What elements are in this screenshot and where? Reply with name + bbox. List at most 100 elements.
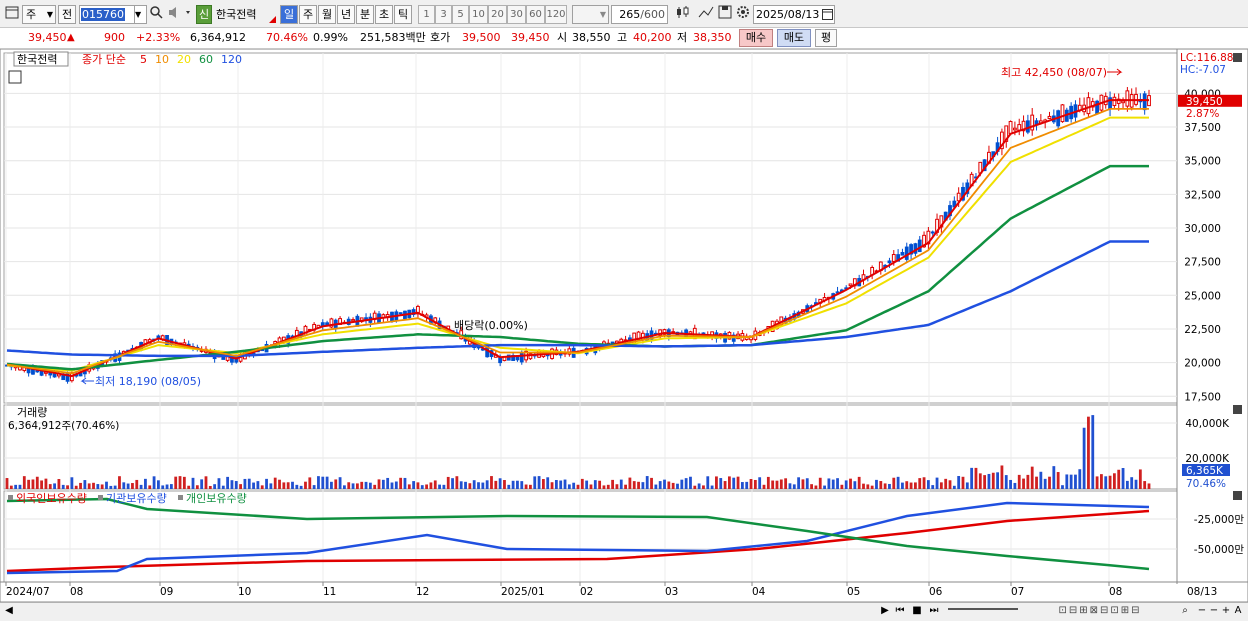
- interval-tab-6[interactable]: 60: [526, 5, 545, 24]
- period-tab-5[interactable]: 초: [375, 5, 393, 24]
- volume-bar: [524, 484, 528, 489]
- volume-bar: [957, 476, 961, 489]
- chevron-down-icon[interactable]: ▼: [134, 6, 145, 23]
- x-tick-label: 11: [323, 586, 336, 598]
- volume-bar: [719, 478, 723, 489]
- y-tick-label: 25,000: [1184, 290, 1221, 302]
- eval-button[interactable]: 평: [815, 29, 837, 47]
- volume-bar: [836, 478, 839, 489]
- close-icon: [1233, 53, 1242, 62]
- volume-bar: [126, 483, 130, 489]
- volume-bar: [243, 478, 247, 489]
- interval-custom-select[interactable]: ▼: [572, 5, 609, 24]
- volume-bar: [1065, 474, 1069, 489]
- stock-code-input[interactable]: 015760 ▼: [79, 5, 147, 24]
- buy-button[interactable]: 매수: [739, 29, 773, 47]
- zoom-in-icon[interactable]: +: [1221, 605, 1231, 616]
- date-input[interactable]: 2025/08/13: [753, 5, 835, 24]
- volume-bar: [446, 476, 450, 489]
- speaker-icon[interactable]: [166, 5, 192, 24]
- volume-bar: [1121, 468, 1125, 489]
- y-tick-label: 37,500: [1184, 122, 1221, 134]
- ma-period-60: 60: [199, 53, 213, 66]
- volume-bar: [381, 479, 385, 489]
- interval-tab-0[interactable]: 1: [418, 5, 435, 24]
- volume-bar: [1030, 466, 1034, 489]
- interval-tab-3[interactable]: 10: [469, 5, 488, 24]
- layout-tools-icon[interactable]: ⊡⊟⊞⊠⊟⊡⊞⊟: [1058, 605, 1142, 616]
- candle-body: [1095, 100, 1099, 115]
- x-tick-label: 04: [752, 586, 766, 598]
- gear-icon[interactable]: [735, 5, 752, 24]
- stop-icon[interactable]: ■: [912, 605, 922, 616]
- zoom-slider[interactable]: [948, 608, 1018, 614]
- candle-body: [848, 283, 853, 287]
- period-tab-4[interactable]: 분: [356, 5, 374, 24]
- volume-bar: [468, 483, 472, 489]
- zoom-icon[interactable]: ⌕: [1182, 605, 1188, 616]
- volume-bar: [996, 472, 999, 489]
- period-tab-3[interactable]: 년: [337, 5, 355, 24]
- volume-bar: [208, 485, 212, 489]
- save-icon[interactable]: [717, 5, 734, 24]
- ma-period-5: 5: [140, 53, 147, 66]
- volume-bar: [706, 476, 710, 489]
- interval-tab-2[interactable]: 5: [452, 5, 469, 24]
- volume-y-tick: 40,000K: [1185, 418, 1230, 430]
- period-tab-2[interactable]: 월: [318, 5, 336, 24]
- volume-bar: [684, 478, 688, 489]
- volume-bar: [1039, 471, 1043, 489]
- jump-start-icon[interactable]: ⏮: [895, 605, 905, 616]
- sell-button[interactable]: 매도: [777, 29, 811, 47]
- font-size-icon[interactable]: A: [1234, 605, 1242, 616]
- zoom-out-icon[interactable]: −: [1197, 605, 1207, 616]
- volume-bar: [585, 480, 589, 489]
- period-tab-1[interactable]: 주: [299, 5, 317, 24]
- search-icon[interactable]: [148, 5, 164, 24]
- x-tick-label: 08: [70, 586, 83, 598]
- volume-bar: [1082, 427, 1086, 489]
- prev-button[interactable]: 전: [58, 5, 76, 24]
- volume-bar: [481, 482, 485, 489]
- period-tab-6[interactable]: 틱: [394, 5, 412, 24]
- volume-bar: [35, 476, 39, 489]
- ma-line-120: [6, 240, 1149, 358]
- volume-bar: [1074, 474, 1077, 489]
- volume-bar: [1095, 476, 1099, 489]
- interval-tab-5[interactable]: 30: [507, 5, 526, 24]
- chart-area[interactable]: 40,000 37,500 35,000 32,500 30,000 27,500 25,0…: [0, 48, 1248, 603]
- candle-body: [1142, 93, 1147, 111]
- candle-body: [909, 244, 913, 255]
- scroll-right-icon[interactable]: ▶: [881, 605, 889, 616]
- min-arrow-icon: [80, 377, 94, 385]
- period-select[interactable]: 주 ▼: [22, 5, 56, 24]
- draw-line-icon[interactable]: [696, 5, 716, 24]
- volume-bar: [295, 484, 299, 489]
- volume-bar: [269, 483, 273, 489]
- scroll-left-icon[interactable]: ◀: [5, 605, 13, 616]
- interval-tab-1[interactable]: 3: [435, 5, 452, 24]
- layout-icon[interactable]: [4, 5, 20, 24]
- volume-bar: [226, 476, 230, 489]
- candle-body: [900, 252, 905, 256]
- count-input[interactable]: 265/600: [611, 5, 668, 24]
- calendar-icon[interactable]: [822, 8, 833, 23]
- volume-bar: [909, 482, 913, 489]
- candle-body: [1060, 104, 1065, 123]
- turnover-rate: 0.99%: [313, 31, 348, 44]
- period-tab-0[interactable]: 일: [280, 5, 298, 24]
- jump-end-icon[interactable]: ⏭: [929, 605, 939, 616]
- chart-canvas[interactable]: 40,00037,50035,00032,50030,00027,50025,0…: [0, 48, 1248, 603]
- volume-bar: [221, 485, 225, 489]
- candle-body: [234, 357, 239, 363]
- volume-value: 6,364,912: [190, 31, 246, 44]
- volume-bar: [48, 484, 52, 489]
- volume-bar: [40, 480, 44, 489]
- candle-chart-icon[interactable]: [674, 5, 694, 24]
- volume-bar: [247, 478, 251, 489]
- volume-bar: [740, 482, 744, 489]
- interval-tab-7[interactable]: 120: [545, 5, 567, 24]
- volume-bar: [139, 484, 143, 489]
- interval-tab-4[interactable]: 20: [488, 5, 507, 24]
- volume-bar: [546, 477, 550, 489]
